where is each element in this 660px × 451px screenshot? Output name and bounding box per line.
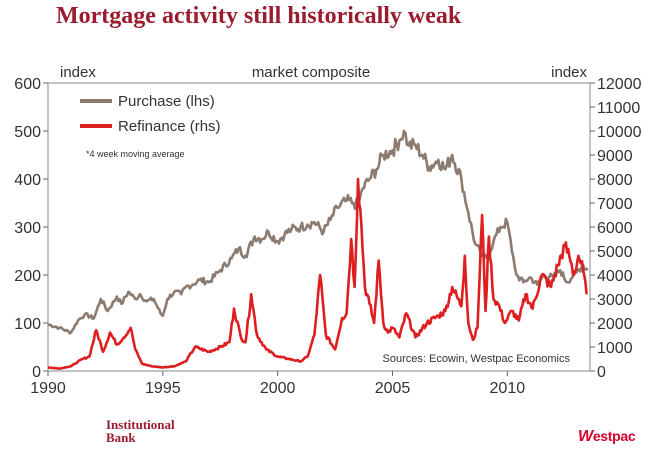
x-tick-label: 2005 (375, 380, 411, 397)
page-title: Mortgage activity still historically wea… (56, 3, 462, 29)
right-axis-label: index (551, 64, 587, 81)
series-lines (47, 129, 589, 370)
right-tick-label: 10000 (597, 124, 642, 141)
right-tick-label: 4000 (597, 268, 633, 285)
right-tick-label: 5000 (597, 244, 633, 261)
x-tick-label: 2010 (490, 380, 526, 397)
axes: 0100200300400500600010002000300040005000… (14, 76, 641, 397)
left-tick-label: 100 (14, 316, 41, 333)
source-note: Sources: Ecowin, Westpac Economics (383, 353, 571, 365)
chart-labels: index market composite index Purchase (l… (60, 64, 588, 365)
moving-average-note: *4 week moving average (86, 149, 185, 159)
legend-label-refinance: Refinance (rhs) (118, 118, 221, 135)
x-tick-label: 1995 (145, 380, 181, 397)
chart-subtitle: market composite (252, 64, 370, 81)
right-tick-label: 6000 (597, 220, 633, 237)
left-tick-label: 600 (14, 76, 41, 93)
x-tick-label: 2000 (260, 380, 296, 397)
series-line-purchase (47, 129, 589, 335)
right-tick-label: 12000 (597, 76, 642, 93)
logo-line-1: Institutional (106, 417, 175, 432)
left-tick-label: 200 (14, 268, 41, 285)
left-tick-label: 0 (32, 364, 41, 381)
right-tick-label: 3000 (597, 292, 633, 309)
westpac-wordmark: estpac (592, 428, 636, 444)
x-tick-label: 1990 (30, 380, 66, 397)
series-line-refinance (47, 177, 588, 370)
right-tick-label: 8000 (597, 172, 633, 189)
right-tick-label: 0 (597, 364, 606, 381)
left-tick-label: 500 (14, 124, 41, 141)
right-tick-label: 2000 (597, 316, 633, 333)
right-tick-label: 1000 (597, 340, 633, 357)
westpac-logo: Westpac (578, 428, 636, 446)
left-axis-label: index (60, 64, 96, 81)
logo-line-2: Bank (106, 430, 136, 445)
left-tick-label: 400 (14, 172, 41, 189)
institutional-bank-logo: Institutional Bank (106, 418, 175, 444)
right-tick-label: 9000 (597, 148, 633, 165)
right-tick-label: 11000 (597, 100, 640, 117)
westpac-w-mark: W (578, 428, 593, 445)
right-tick-label: 7000 (597, 196, 633, 213)
left-tick-label: 300 (14, 220, 41, 237)
legend-label-purchase: Purchase (lhs) (118, 93, 215, 110)
